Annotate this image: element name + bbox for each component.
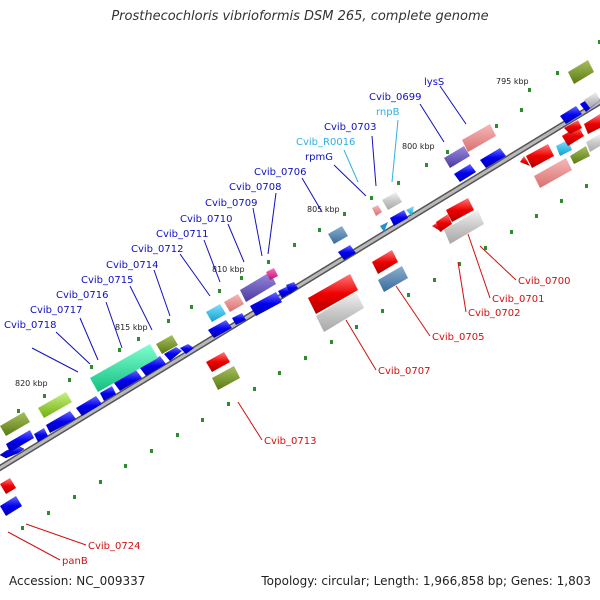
gene-feature[interactable] xyxy=(38,392,72,418)
gene-feature[interactable] xyxy=(90,344,158,392)
gene-label[interactable]: lysS xyxy=(424,77,444,88)
gene-label[interactable]: Cvib_0700 xyxy=(518,276,570,287)
gene-feature[interactable] xyxy=(206,352,230,372)
gene-label[interactable]: Cvib_0717 xyxy=(30,305,82,316)
kbp-label: 800 kbp xyxy=(402,142,435,151)
gene-feature[interactable] xyxy=(100,386,116,401)
gene-feature[interactable] xyxy=(0,496,22,516)
genome-stats: Topology: circular; Length: 1,966,858 bp… xyxy=(261,574,591,588)
forward-gene-labels: lysS Cvib_0699 rnpB Cvib_0703 Cvib_R0016… xyxy=(4,77,444,331)
gene-feature[interactable] xyxy=(378,266,408,292)
gene-feature[interactable] xyxy=(564,120,582,134)
gene-feature[interactable] xyxy=(232,313,246,325)
gene-feature[interactable] xyxy=(164,347,182,361)
gene-feature[interactable] xyxy=(570,146,590,164)
gene-feature[interactable] xyxy=(562,126,584,146)
kbp-label: 810 kbp xyxy=(212,265,245,274)
gene-label[interactable]: Cvib_0718 xyxy=(4,320,56,331)
genome-backbone xyxy=(0,98,600,472)
gene-feature[interactable] xyxy=(76,396,102,416)
gene-feature[interactable] xyxy=(114,370,142,391)
scale-ticks xyxy=(17,40,600,530)
gene-label[interactable]: Cvib_0702 xyxy=(468,308,520,319)
gene-feature[interactable] xyxy=(584,114,600,134)
gene-feature[interactable] xyxy=(586,134,600,152)
gene-label[interactable]: Cvib_0715 xyxy=(81,275,133,286)
reverse-features xyxy=(0,114,600,516)
gene-feature[interactable] xyxy=(520,156,530,166)
accession-text: Accession: NC_009337 xyxy=(9,574,146,588)
gene-feature[interactable] xyxy=(212,366,240,390)
gene-feature[interactable] xyxy=(406,206,414,216)
gene-label[interactable]: rpmG xyxy=(305,152,333,163)
gene-feature[interactable] xyxy=(316,292,364,332)
gene-label[interactable]: Cvib_0703 xyxy=(324,122,376,133)
gene-feature[interactable] xyxy=(380,222,388,232)
gene-feature[interactable] xyxy=(436,214,452,232)
gene-feature[interactable] xyxy=(180,344,194,354)
gene-feature[interactable] xyxy=(308,274,358,314)
gene-label[interactable]: Cvib_0706 xyxy=(254,167,306,178)
gene-feature[interactable] xyxy=(446,198,474,222)
map-title: Prosthecochloris vibrioformis DSM 265, c… xyxy=(111,9,489,24)
gene-feature[interactable] xyxy=(480,148,506,168)
gene-label[interactable]: Cvib_0699 xyxy=(369,92,421,103)
kbp-label: 815 kbp xyxy=(115,323,148,332)
gene-feature[interactable] xyxy=(224,294,244,312)
kbp-label: 795 kbp xyxy=(496,77,529,86)
gene-feature[interactable] xyxy=(444,146,470,168)
gene-label[interactable]: Cvib_0712 xyxy=(131,244,183,255)
gene-label[interactable]: Cvib_0714 xyxy=(106,260,158,271)
kbp-label: 820 kbp xyxy=(15,379,48,388)
kbp-label: 805 kbp xyxy=(307,205,340,214)
gene-feature[interactable] xyxy=(156,335,178,354)
reverse-gene-labels: Cvib_0700 Cvib_0701 Cvib_0702 Cvib_0705 … xyxy=(62,276,570,567)
gene-label[interactable]: Cvib_0707 xyxy=(378,366,430,377)
gene-label[interactable]: Cvib_0710 xyxy=(180,214,232,225)
gene-feature[interactable] xyxy=(240,272,276,302)
gene-label[interactable]: Cvib_0716 xyxy=(56,290,108,301)
gene-feature[interactable] xyxy=(444,210,484,244)
gene-feature[interactable] xyxy=(0,478,16,494)
gene-feature[interactable] xyxy=(206,304,226,322)
gene-feature[interactable] xyxy=(286,282,298,294)
gene-feature[interactable] xyxy=(568,60,594,84)
gene-feature[interactable] xyxy=(266,268,278,280)
gene-feature[interactable] xyxy=(46,411,76,433)
gene-label[interactable]: Cvib_0708 xyxy=(229,182,281,193)
gene-feature[interactable] xyxy=(6,430,34,452)
gene-feature[interactable] xyxy=(208,320,232,338)
gene-feature[interactable] xyxy=(34,428,48,442)
gene-feature[interactable] xyxy=(338,245,356,260)
gene-label[interactable]: Cvib_0701 xyxy=(492,294,544,305)
gene-label[interactable]: rnpB xyxy=(376,107,400,118)
callout-lines xyxy=(7,85,517,561)
gene-feature[interactable] xyxy=(140,356,166,376)
gene-feature[interactable] xyxy=(526,144,554,168)
gene-feature[interactable] xyxy=(382,192,402,210)
gene-feature[interactable] xyxy=(372,250,398,274)
gene-label[interactable]: Cvib_0724 xyxy=(88,541,140,552)
forward-features xyxy=(0,60,600,459)
gene-feature[interactable] xyxy=(560,106,582,124)
gene-label[interactable]: Cvib_0711 xyxy=(156,229,208,240)
gene-feature[interactable] xyxy=(250,292,282,316)
gene-label[interactable]: panB xyxy=(62,556,88,567)
gene-feature[interactable] xyxy=(584,92,600,108)
gene-label[interactable]: Cvib_0713 xyxy=(264,436,316,447)
gene-feature[interactable] xyxy=(462,124,496,152)
gene-label[interactable]: Cvib_0705 xyxy=(432,332,484,343)
gene-feature[interactable] xyxy=(390,210,408,226)
gene-feature[interactable] xyxy=(328,226,348,244)
gene-feature[interactable] xyxy=(454,164,476,182)
gene-feature[interactable] xyxy=(534,158,572,188)
gene-label[interactable]: Cvib_0709 xyxy=(205,198,257,209)
gene-feature[interactable] xyxy=(0,412,30,436)
gene-feature[interactable] xyxy=(0,445,25,459)
gene-label[interactable]: Cvib_R0016 xyxy=(296,137,355,148)
gene-feature[interactable] xyxy=(372,205,382,216)
